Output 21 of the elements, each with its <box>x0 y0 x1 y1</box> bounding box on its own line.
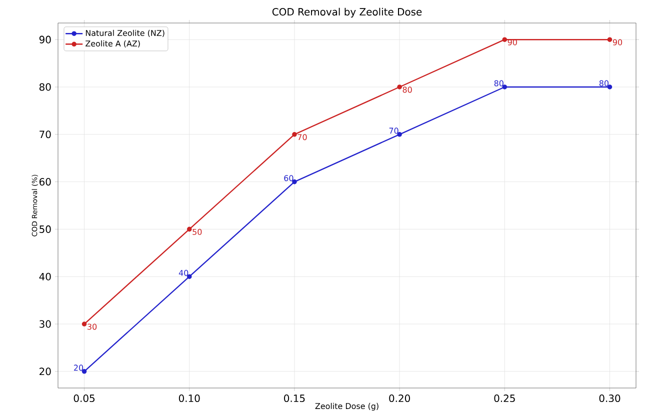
y-tick-label: 90 <box>39 36 51 44</box>
y-tick-label: 80 <box>39 83 51 91</box>
y-tick-label: 20 <box>40 368 51 376</box>
x-tick-label: 0.25 <box>494 394 515 402</box>
y-tick-label: 50 <box>40 225 51 233</box>
y-tick-label: 30 <box>40 320 51 328</box>
point <box>186 226 192 232</box>
y-tick-label: 40 <box>39 272 51 280</box>
point <box>82 322 87 326</box>
x-tick-label: 0.20 <box>389 394 410 402</box>
point <box>292 132 297 137</box>
y-tick-label: 70 <box>40 130 51 138</box>
x-tick-label: 0.30 <box>599 394 620 402</box>
x-tick-label: 0.05 <box>74 394 94 402</box>
y-tick-label: 60 <box>40 178 51 186</box>
point <box>502 37 508 42</box>
point <box>607 37 612 42</box>
point <box>397 84 402 90</box>
x-tick-label: 0.15 <box>284 394 305 402</box>
x-tick-label: 0.10 <box>178 394 200 402</box>
chart-title: COD Removal by Zeolite Dose <box>272 8 422 18</box>
